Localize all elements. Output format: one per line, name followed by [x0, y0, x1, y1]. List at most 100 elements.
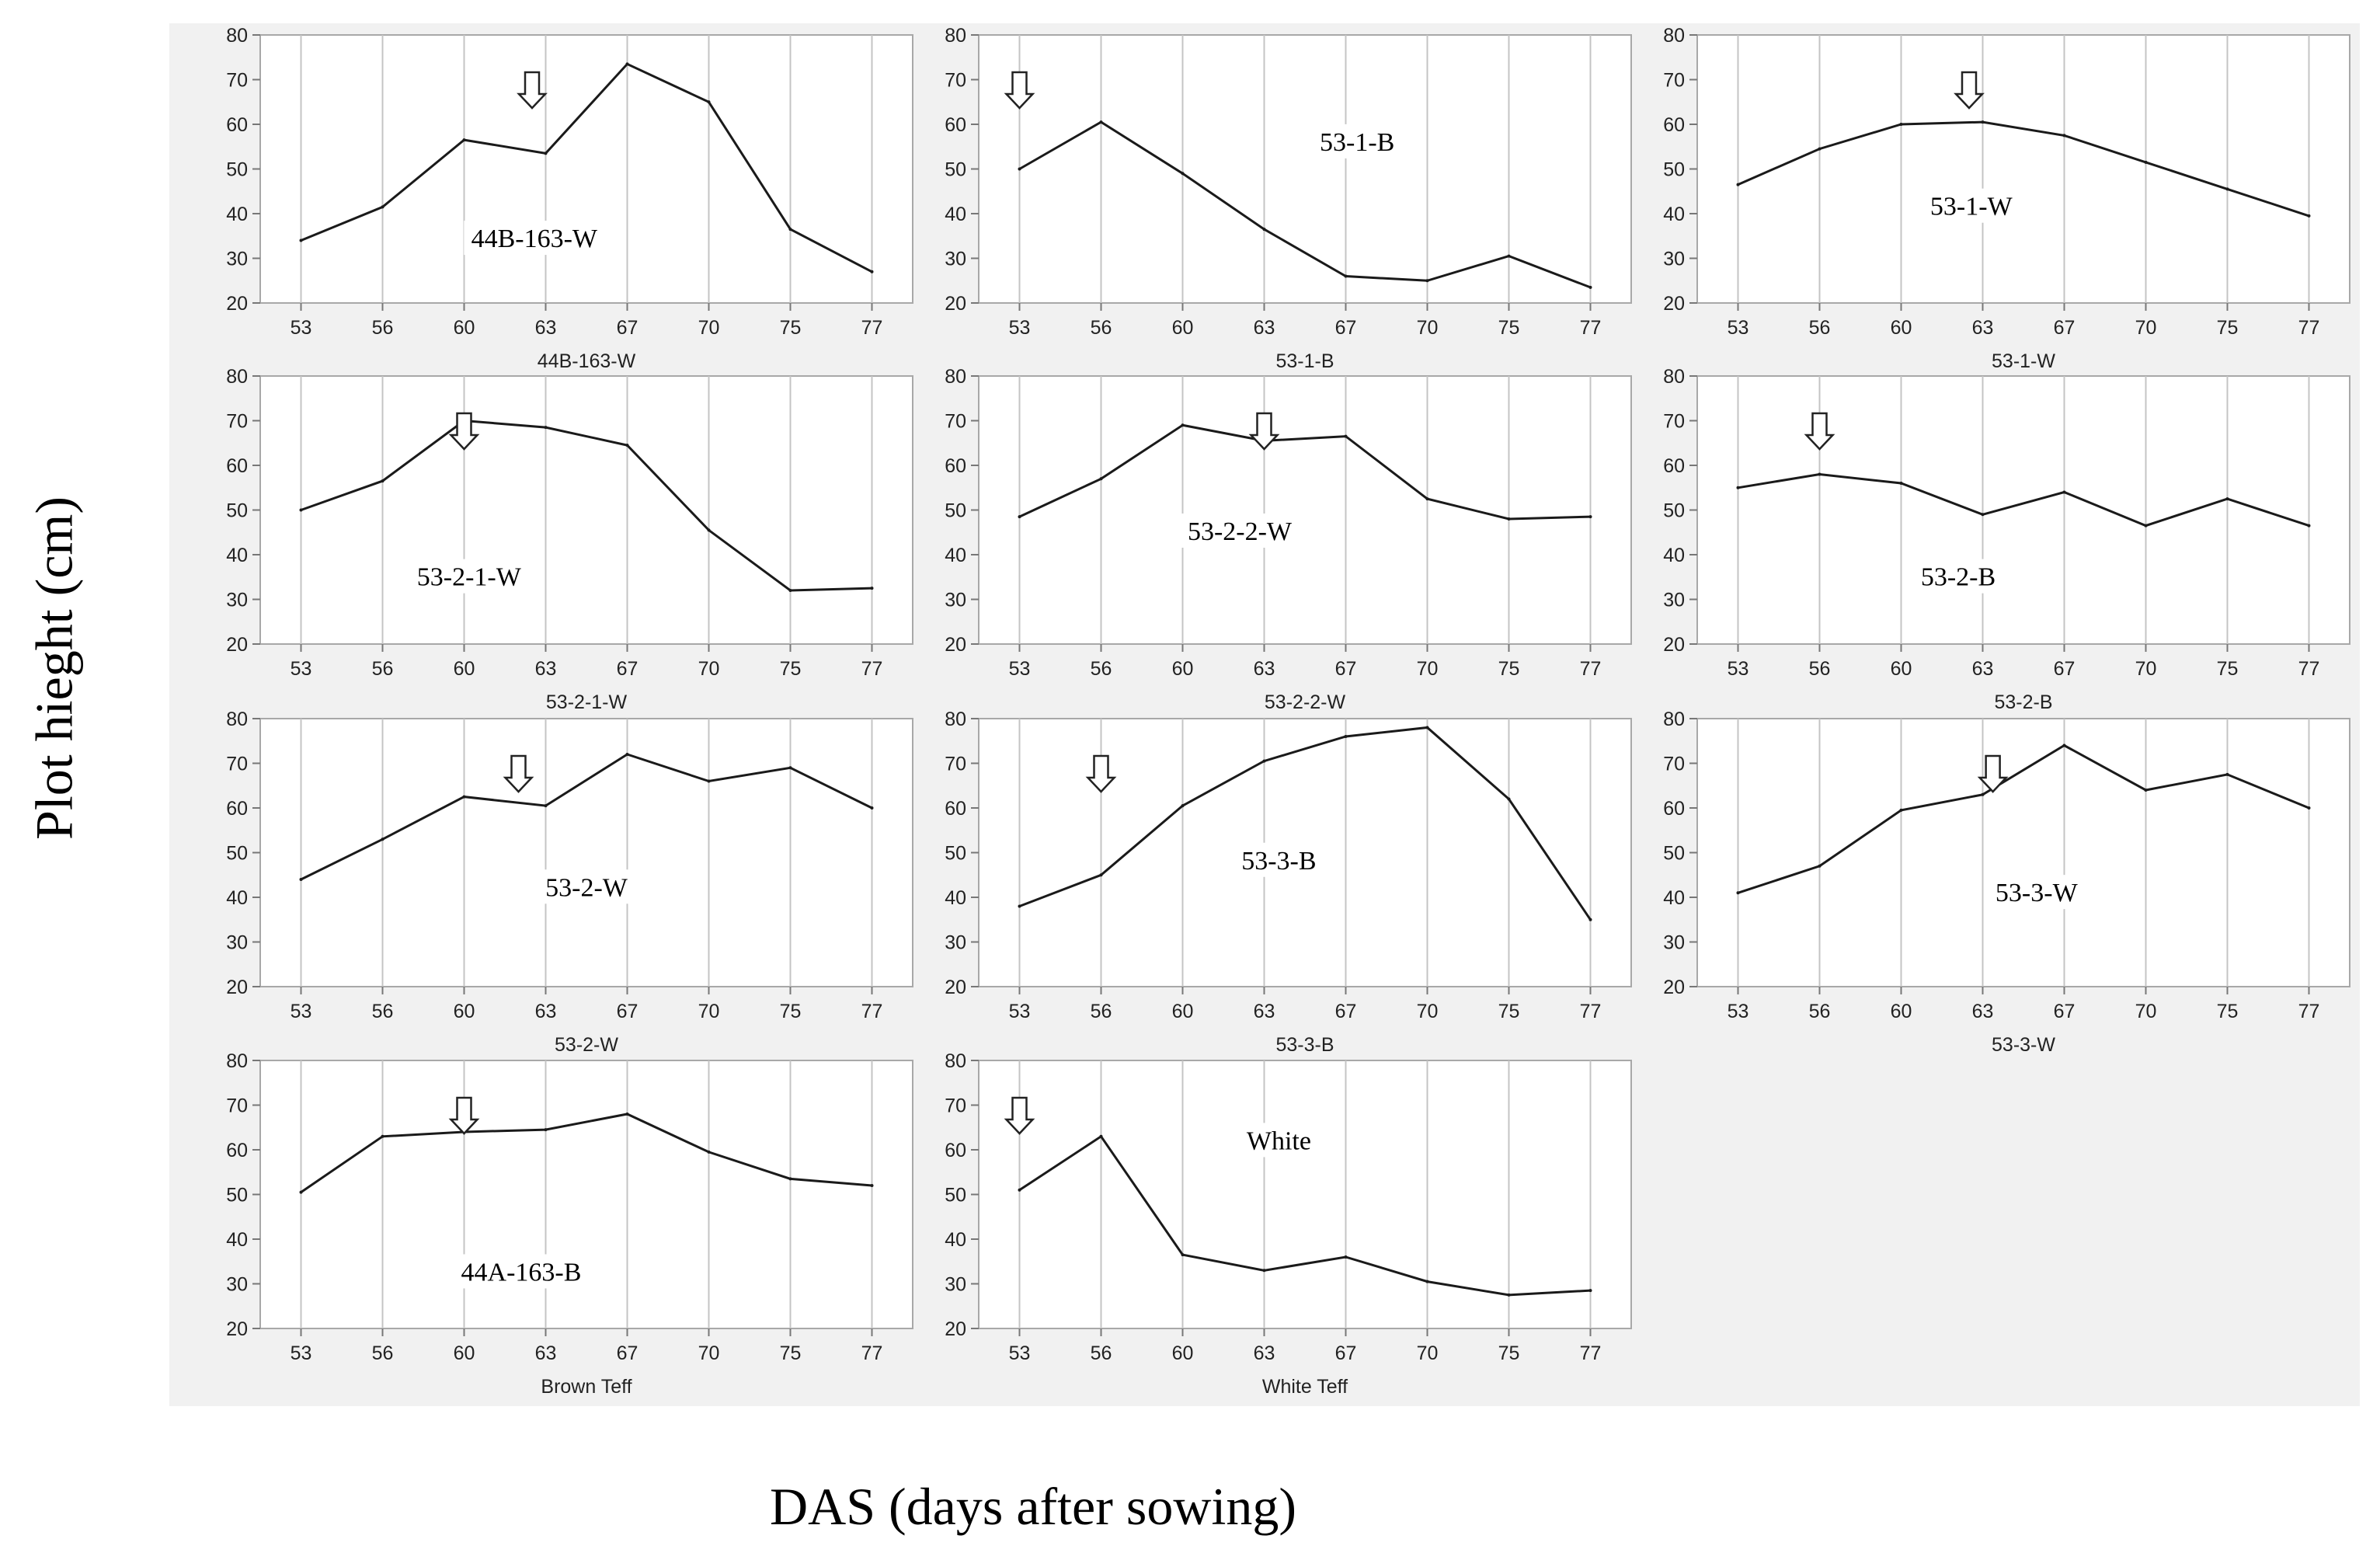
data-point	[1018, 1188, 1021, 1192]
data-point	[1981, 120, 1985, 124]
y-tick-label: 80	[945, 1050, 966, 1072]
y-tick-label: 50	[945, 843, 966, 865]
y-tick-label: 70	[945, 754, 966, 775]
x-tick-label: 67	[1335, 317, 1357, 339]
x-tick-label: 60	[1891, 658, 1912, 680]
data-point	[1818, 472, 1822, 476]
inner-label-backing	[1234, 1123, 1323, 1158]
data-point	[788, 228, 792, 232]
y-tick-label: 50	[226, 500, 248, 522]
data-point	[707, 779, 711, 783]
y-tick-label: 50	[1663, 159, 1685, 181]
data-point	[2144, 524, 2148, 528]
data-point	[1899, 482, 1903, 485]
data-point	[1181, 172, 1185, 176]
down-arrow-icon	[448, 412, 480, 451]
series-label: 53-2-B	[1921, 563, 1996, 592]
x-tick-label: 56	[1091, 317, 1112, 339]
x-tick-label: 77	[1580, 1342, 1602, 1364]
x-tick-label: 53	[1728, 658, 1749, 680]
y-tick-label: 40	[1663, 887, 1685, 909]
data-point	[1181, 423, 1185, 427]
data-point	[870, 1184, 874, 1187]
x-tick-label: 53	[1009, 1342, 1031, 1364]
data-point	[2225, 187, 2229, 191]
y-tick-label: 40	[945, 1229, 966, 1251]
y-tick-label: 50	[226, 843, 248, 865]
series-line	[300, 62, 873, 273]
data-point	[707, 100, 711, 104]
y-tick-label: 40	[226, 1229, 248, 1251]
data-point	[1262, 1269, 1266, 1273]
x-tick-label: 75	[780, 1001, 802, 1022]
y-tick-label: 70	[1663, 754, 1685, 775]
x-tick-label: 75	[2217, 317, 2239, 339]
y-tick-label: 20	[226, 634, 248, 656]
y-tick-label: 50	[1663, 843, 1685, 865]
y-tick-label: 20	[945, 634, 966, 656]
y-tick-label: 80	[1663, 25, 1685, 47]
y-tick-label: 40	[945, 204, 966, 225]
plot-area	[259, 34, 913, 304]
data-point	[1981, 513, 1985, 517]
x-tick-label: 70	[1417, 1001, 1439, 1022]
data-point	[1344, 1255, 1348, 1259]
y-tick-label: 40	[226, 545, 248, 566]
series-label: 53-2-W	[545, 873, 628, 902]
x-tick-label: 56	[1809, 1001, 1831, 1022]
plot-area	[1696, 375, 2350, 645]
panel-x-caption: Brown Teff	[541, 1376, 632, 1398]
data-point	[1181, 1253, 1185, 1257]
series-label: 53-3-B	[1241, 847, 1316, 876]
data-point	[544, 426, 548, 430]
x-tick-label: 56	[1091, 1001, 1112, 1022]
x-tick-label: 70	[698, 317, 720, 339]
x-tick-label: 75	[1498, 317, 1520, 339]
data-point	[1425, 1280, 1429, 1283]
x-tick-label: 56	[372, 317, 394, 339]
x-tick-label: 77	[861, 1001, 883, 1022]
data-point	[870, 587, 874, 590]
x-tick-label: 67	[617, 658, 638, 680]
y-tick-label: 30	[945, 1274, 966, 1296]
series-label: 53-1-W	[1930, 193, 2013, 221]
series-line	[1018, 726, 1592, 921]
chart-panel-white-teff: 20 30 40 50 60 70 80 53 56 60 63 67 70 75 77 White Teff…	[945, 1050, 1632, 1398]
data-point	[1507, 797, 1511, 801]
y-tick-label: 30	[945, 249, 966, 270]
x-tick-label: 53	[1009, 658, 1031, 680]
y-tick-label: 80	[945, 25, 966, 47]
x-tick-label: 60	[1172, 1001, 1194, 1022]
y-tick-label: 60	[226, 798, 248, 820]
y-tick-label: 40	[1663, 204, 1685, 225]
data-point	[462, 795, 466, 799]
x-tick-label: 70	[2135, 658, 2157, 680]
chart-panel-53-2-b: 20 30 40 50 60 70 80 53 56 60 63 67 70 75 77 53-2-B 53-2…	[1663, 366, 2350, 713]
data-point	[462, 138, 466, 142]
data-point	[1018, 515, 1021, 519]
x-tick-label: 67	[617, 1342, 638, 1364]
x-tick-label: 77	[1580, 1001, 1602, 1022]
x-tick-label: 75	[1498, 1342, 1520, 1364]
panel-x-caption: 53-1-W	[1992, 350, 2055, 372]
panel-x-caption: 53-2-W	[555, 1034, 618, 1056]
data-point	[544, 804, 548, 808]
x-tick-label: 53	[1728, 1001, 1749, 1022]
y-tick-label: 50	[945, 500, 966, 522]
x-tick-label: 70	[2135, 317, 2157, 339]
y-tick-label: 60	[945, 798, 966, 820]
series-label: 53-1-B	[1320, 128, 1394, 157]
y-tick-label: 80	[945, 709, 966, 730]
y-tick-label: 70	[226, 70, 248, 92]
chart-panel-53-2-2-w: 20 30 40 50 60 70 80 53 56 60 63 67 70 75 77 53-2-2-W 53…	[945, 366, 1632, 713]
y-tick-label: 20	[1663, 977, 1685, 998]
data-point	[381, 1134, 384, 1138]
data-point	[1425, 497, 1429, 501]
data-point	[381, 837, 384, 841]
y-tick-label: 20	[226, 293, 248, 315]
data-point	[625, 62, 629, 66]
data-point	[2144, 789, 2148, 792]
x-tick-label: 77	[2298, 658, 2320, 680]
inner-label-backing	[1920, 188, 2022, 223]
x-tick-label: 53	[291, 1001, 312, 1022]
